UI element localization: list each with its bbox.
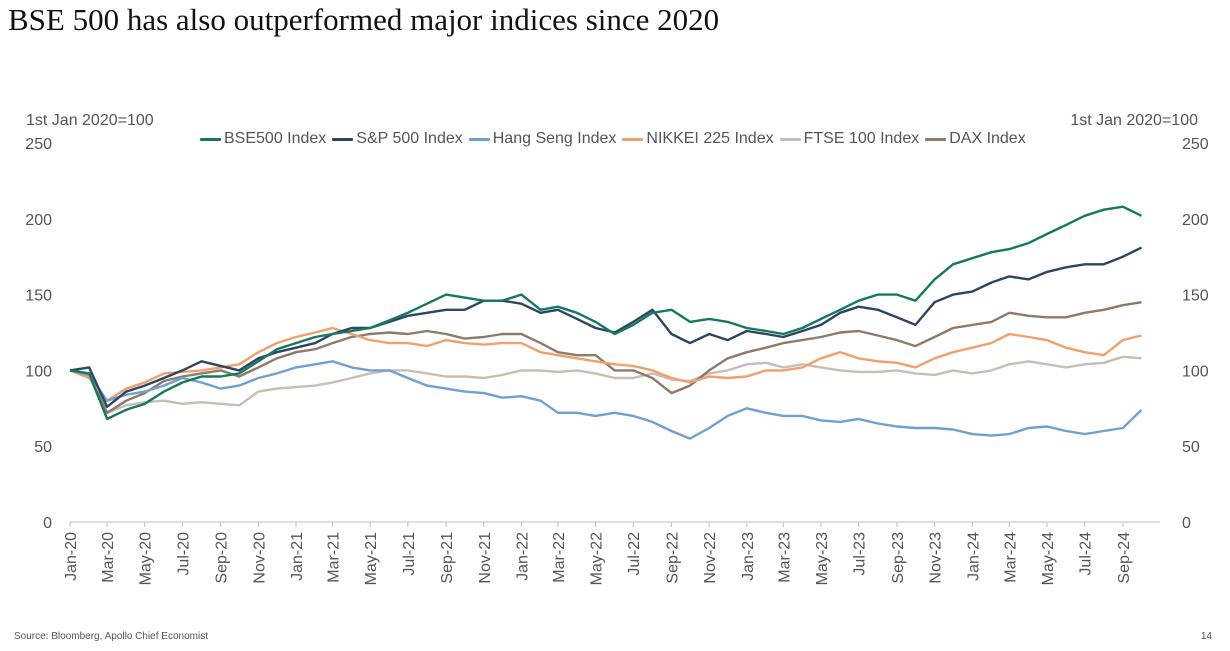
series-line-dax-index: [69, 301, 1142, 414]
x-tick-label: Jan-23: [740, 532, 757, 581]
chart-title: BSE 500 has also outperformed major indi…: [8, 2, 720, 37]
legend-swatch-bse500: [200, 137, 221, 141]
y-tick-left: 150: [25, 288, 52, 305]
series-line-bse500-index: [69, 205, 1143, 421]
y-tick-right: 250: [1182, 136, 1209, 153]
x-tick-label: Nov-22: [702, 532, 719, 584]
x-tick-label: May-20: [138, 532, 155, 585]
x-tick-label: Jul-23: [852, 532, 869, 576]
x-tick-label: May-21: [363, 532, 380, 585]
legend-swatch-sp500: [332, 137, 354, 141]
right-axis-unit-label: 1st Jan 2020=100: [1070, 112, 1198, 129]
x-tick-label: Jan-21: [289, 532, 306, 581]
legend-label-ftse: FTSE 100 Index: [803, 130, 920, 147]
x-tick-label: Mar-21: [325, 532, 342, 583]
legend-swatch-hang-seng: [468, 137, 490, 141]
y-tick-right: 200: [1182, 212, 1209, 229]
y-tick-right: 0: [1182, 515, 1191, 532]
x-tick-label: Sep-22: [665, 532, 682, 584]
y-tick-right: 50: [1182, 439, 1200, 456]
y-tick-left: 100: [25, 363, 52, 380]
x-tick-label: Nov-20: [251, 532, 268, 584]
legend-swatch-nikkei: [622, 137, 644, 141]
series-layer: [69, 205, 1143, 440]
series-line-ftse-100-index: [69, 355, 1142, 414]
legend-item-sp500: S&P 500 Index: [332, 130, 463, 148]
x-tick-label: May-23: [814, 532, 831, 585]
y-tick-left: 50: [34, 439, 52, 456]
x-tick-label: Jul-22: [626, 532, 643, 576]
x-tick-label: Jul-24: [1078, 532, 1095, 576]
legend-swatch-dax: [925, 137, 947, 141]
legend-item-nikkei: NIKKEI 225 Index: [622, 130, 774, 148]
x-tick-label: Sep-23: [890, 532, 907, 584]
series-line-nikkei-225-index: [69, 326, 1142, 402]
source-note: Source: Bloomberg, Apollo Chief Economis…: [14, 631, 208, 642]
legend-label-sp500: S&P 500 Index: [356, 130, 463, 147]
x-tick-label: Jul-21: [401, 532, 418, 576]
chart-axes: 0 0 50 50 100 100 150 150 200 200 250 250 Jan-20 Mar-…: [25, 136, 1209, 585]
legend-label-nikkei: NIKKEI 225 Index: [646, 130, 774, 147]
x-tick-label: Jan-22: [514, 532, 531, 581]
legend-item-hang-seng: Hang Seng Index: [468, 130, 617, 148]
x-tick-label: Sep-20: [214, 532, 231, 584]
chart-legend: BSE500 Index S&P 500 Index Hang Seng Ind…: [200, 130, 1026, 148]
x-tick-label: Mar-22: [551, 532, 568, 583]
y-tick-left: 200: [25, 212, 52, 229]
legend-label-hang-seng: Hang Seng Index: [492, 130, 617, 147]
y-tick-right: 150: [1182, 288, 1209, 305]
page-number: 14: [1200, 631, 1212, 642]
x-tick-label: May-22: [589, 532, 606, 585]
legend-item-ftse: FTSE 100 Index: [779, 130, 920, 148]
x-tick-label: Sep-21: [439, 532, 456, 584]
x-tick-label: Jan-20: [63, 532, 80, 581]
x-tick-label: Mar-23: [776, 532, 793, 583]
x-tick-label: Sep-24: [1116, 532, 1133, 584]
x-tick-label: Mar-20: [100, 532, 117, 583]
series-line-hang-seng-index: [69, 360, 1143, 440]
x-tick-label: Mar-24: [1002, 532, 1019, 583]
series-line-s-p-500-index: [69, 246, 1143, 408]
y-tick-left: 0: [43, 515, 52, 532]
x-tick-label: Jul-20: [175, 532, 192, 576]
legend-item-dax: DAX Index: [925, 130, 1026, 148]
x-tick-label: Jan-24: [965, 532, 982, 581]
legend-swatch-ftse: [779, 137, 801, 141]
left-axis-unit-label: 1st Jan 2020=100: [26, 112, 154, 129]
x-tick-label: May-24: [1040, 532, 1057, 585]
legend-item-bse500: BSE500 Index: [200, 130, 326, 148]
legend-label-bse500: BSE500 Index: [224, 130, 327, 147]
legend-label-dax: DAX Index: [949, 130, 1026, 147]
y-tick-left: 250: [25, 136, 52, 153]
x-tick-label: Nov-21: [477, 532, 494, 584]
x-tick-label: Nov-23: [928, 532, 945, 584]
y-tick-right: 100: [1182, 363, 1209, 380]
